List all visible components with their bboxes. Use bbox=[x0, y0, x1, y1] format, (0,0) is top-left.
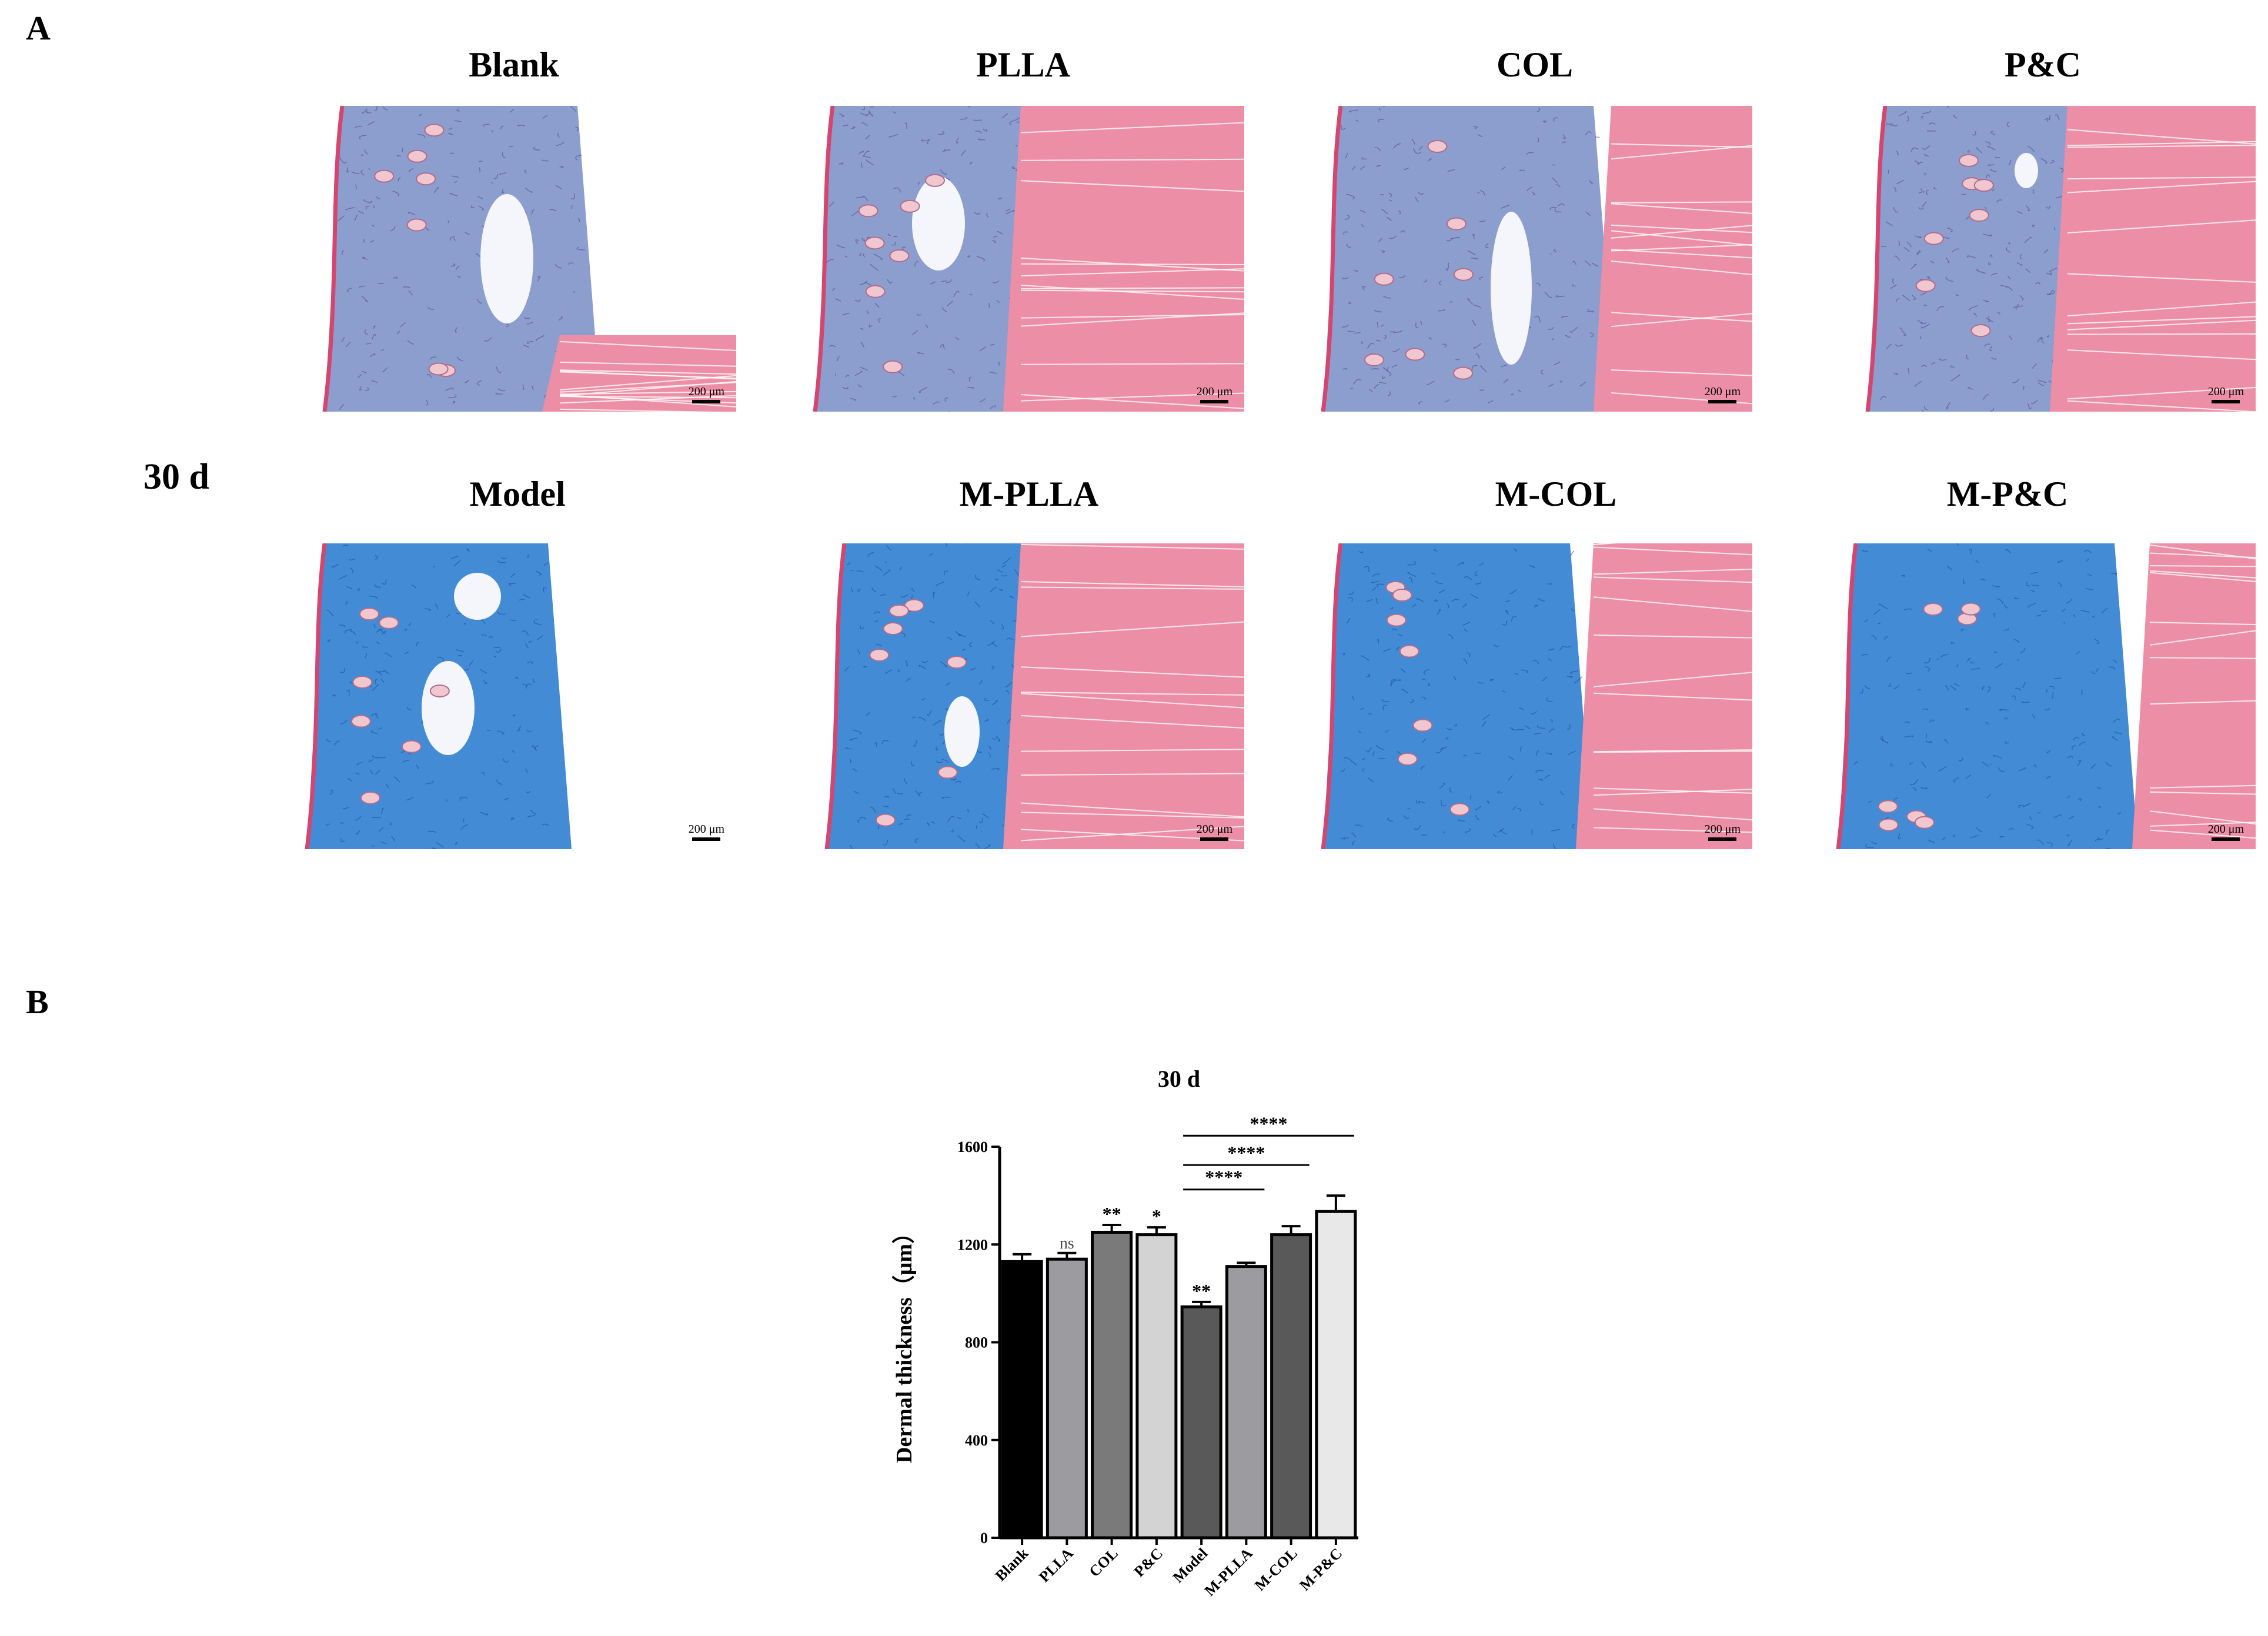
x-tick-label: P&C bbox=[1131, 1545, 1166, 1580]
x-tick-label: COL bbox=[1086, 1545, 1121, 1580]
scale-bar-line bbox=[692, 837, 721, 841]
y-axis-label: Dermal thickness（μm） bbox=[892, 1221, 917, 1463]
scale-bar-line bbox=[1708, 837, 1737, 841]
chart-title: 30 d bbox=[1158, 1066, 1200, 1092]
scale-bar: 200 μm bbox=[2208, 823, 2244, 841]
histology-image-pc: 200 μm bbox=[1821, 106, 2256, 412]
scale-bar-label: 200 μm bbox=[2207, 823, 2244, 836]
y-tick-label: 0 bbox=[980, 1530, 988, 1547]
histology-image-col: 200 μm bbox=[1317, 106, 1752, 412]
scale-bar: 200 μm bbox=[1705, 823, 1741, 841]
x-tick-label: Blank bbox=[992, 1544, 1032, 1584]
scale-bar: 200 μm bbox=[689, 385, 724, 403]
scale-bar-label: 200 μm bbox=[1704, 823, 1741, 836]
significance-label: * bbox=[1152, 1206, 1161, 1227]
scale-bar-label: 200 μm bbox=[1196, 385, 1232, 398]
scale-bar-line bbox=[692, 400, 721, 403]
bar-Model bbox=[1180, 1305, 1222, 1540]
significance-bracket-label: **** bbox=[1227, 1142, 1265, 1163]
scale-bar-label: 200 μm bbox=[688, 385, 724, 398]
significance-label: ** bbox=[1103, 1203, 1121, 1224]
bar-PLLA bbox=[1046, 1257, 1088, 1540]
tile-title-model: Model bbox=[469, 475, 566, 513]
scale-bar: 200 μm bbox=[1197, 385, 1232, 403]
bar-Blank bbox=[1001, 1260, 1043, 1540]
tile-title-m-col: M-COL bbox=[1495, 475, 1617, 513]
bar-chart: 30 d Dermal thickness（μm） 0 400 800 1200 1600 B… bbox=[892, 1066, 1358, 1600]
panel-b-label: B bbox=[26, 983, 49, 1021]
tile-title-blank: Blank bbox=[469, 45, 559, 84]
bar-P&C bbox=[1135, 1233, 1178, 1540]
significance-bracket-label: **** bbox=[1205, 1167, 1242, 1188]
timepoint-label: 30 d bbox=[143, 457, 209, 497]
histology-image-m-plla: 200 μm bbox=[809, 543, 1244, 849]
histology-image-model: 200 μm bbox=[301, 543, 736, 849]
scale-bar: 200 μm bbox=[1197, 823, 1232, 841]
x-tick-label: PLLA bbox=[1036, 1545, 1077, 1586]
tile-title-m-plla: M-PLLA bbox=[959, 475, 1099, 513]
bar-M-PLLA bbox=[1225, 1265, 1267, 1540]
histology-image-m-pc: 200 μm bbox=[1821, 543, 2256, 849]
scale-bar-label: 200 μm bbox=[1196, 823, 1232, 836]
tile-title-plla: PLLA bbox=[976, 45, 1071, 84]
bar-M-P&C bbox=[1315, 1210, 1357, 1540]
scale-bar-label: 200 μm bbox=[1704, 385, 1741, 398]
significance-bracket-label: **** bbox=[1250, 1113, 1288, 1134]
y-tick-label: 800 bbox=[965, 1334, 988, 1351]
scale-bar-label: 200 μm bbox=[2207, 385, 2244, 398]
scale-bar: 200 μm bbox=[689, 823, 724, 841]
scale-bar-line bbox=[1200, 400, 1229, 403]
panel-a-label: A bbox=[26, 9, 51, 47]
histology-image-m-col: 200 μm bbox=[1317, 543, 1752, 849]
y-tick-label: 400 bbox=[965, 1432, 988, 1449]
y-tick-label: 1600 bbox=[957, 1138, 988, 1156]
scale-bar-line bbox=[2212, 400, 2240, 403]
x-tick-label: M-PLLA bbox=[1201, 1545, 1256, 1600]
scale-bar-label: 200 μm bbox=[688, 823, 724, 836]
tile-title-pc: P&C bbox=[2005, 45, 2081, 84]
x-tick-label: M-COL bbox=[1251, 1545, 1301, 1594]
bar-M-COL bbox=[1270, 1233, 1312, 1540]
scale-bar: 200 μm bbox=[1705, 385, 1741, 403]
x-tick-label: M-P&C bbox=[1296, 1545, 1345, 1594]
scale-bar-line bbox=[1200, 837, 1229, 841]
histology-image-blank: 200 μm bbox=[301, 106, 736, 412]
significance-label: ns bbox=[1060, 1234, 1074, 1253]
tile-title-m-pc: M-P&C bbox=[1946, 475, 2069, 513]
scale-bar-line bbox=[2212, 837, 2240, 841]
tile-title-col: COL bbox=[1496, 45, 1574, 84]
bar-COL bbox=[1091, 1230, 1133, 1540]
y-tick-label: 1200 bbox=[957, 1236, 988, 1253]
significance-label: ** bbox=[1192, 1280, 1211, 1301]
scale-bar-line bbox=[1708, 400, 1737, 403]
scale-bar: 200 μm bbox=[2208, 385, 2244, 403]
x-tick-label: Model bbox=[1170, 1545, 1211, 1587]
histology-image-plla: 200 μm bbox=[809, 106, 1244, 412]
